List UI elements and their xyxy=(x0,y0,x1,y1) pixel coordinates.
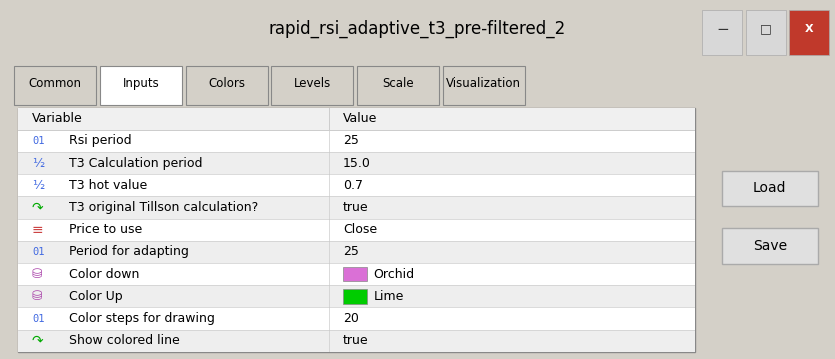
Text: Visualization: Visualization xyxy=(446,77,521,90)
Text: ⛁: ⛁ xyxy=(32,268,43,281)
Bar xyxy=(18,174,695,196)
Text: 20: 20 xyxy=(343,312,359,325)
Bar xyxy=(18,196,695,219)
Text: T3 hot value: T3 hot value xyxy=(69,179,147,192)
Text: 0.7: 0.7 xyxy=(343,179,363,192)
FancyBboxPatch shape xyxy=(746,10,786,55)
Text: T3 Calculation period: T3 Calculation period xyxy=(69,157,203,170)
Text: 01: 01 xyxy=(32,136,44,146)
Bar xyxy=(18,330,695,352)
Text: 25: 25 xyxy=(343,246,359,258)
FancyBboxPatch shape xyxy=(721,228,818,264)
Text: Common: Common xyxy=(29,77,82,90)
Text: ½: ½ xyxy=(32,179,44,192)
Text: Rsi period: Rsi period xyxy=(69,135,132,148)
Text: □: □ xyxy=(760,23,772,36)
FancyBboxPatch shape xyxy=(443,66,524,106)
Bar xyxy=(18,108,695,130)
Text: ≡: ≡ xyxy=(32,223,43,237)
Text: 01: 01 xyxy=(32,247,44,257)
Bar xyxy=(18,130,695,152)
Text: Load: Load xyxy=(753,182,787,195)
Text: ↷: ↷ xyxy=(32,201,43,215)
Text: Value: Value xyxy=(343,112,377,125)
Bar xyxy=(18,219,695,241)
FancyBboxPatch shape xyxy=(721,171,818,206)
Bar xyxy=(18,263,695,285)
Text: ½: ½ xyxy=(32,157,44,170)
Text: Close: Close xyxy=(343,223,377,236)
Text: Colors: Colors xyxy=(208,77,245,90)
Text: true: true xyxy=(343,334,368,347)
Text: 25: 25 xyxy=(343,135,359,148)
Text: Save: Save xyxy=(753,239,787,253)
Text: −: − xyxy=(716,22,729,37)
Bar xyxy=(18,152,695,174)
Text: Color Up: Color Up xyxy=(69,290,123,303)
Text: ↷: ↷ xyxy=(32,334,43,348)
Text: T3 original Tillson calculation?: T3 original Tillson calculation? xyxy=(69,201,258,214)
Text: Color steps for drawing: Color steps for drawing xyxy=(69,312,215,325)
Text: Color down: Color down xyxy=(69,268,139,281)
FancyBboxPatch shape xyxy=(185,66,268,106)
Text: Orchid: Orchid xyxy=(373,268,415,281)
Bar xyxy=(343,289,367,304)
FancyBboxPatch shape xyxy=(14,66,96,106)
FancyBboxPatch shape xyxy=(702,10,742,55)
Text: X: X xyxy=(805,24,813,34)
Bar xyxy=(18,307,695,330)
Bar xyxy=(18,285,695,307)
Text: 15.0: 15.0 xyxy=(343,157,371,170)
FancyBboxPatch shape xyxy=(100,66,182,106)
Bar xyxy=(343,267,367,281)
Text: Scale: Scale xyxy=(382,77,414,90)
Text: Inputs: Inputs xyxy=(123,77,159,90)
Text: 01: 01 xyxy=(32,313,44,323)
Text: Lime: Lime xyxy=(373,290,404,303)
Text: true: true xyxy=(343,201,368,214)
Text: ⛁: ⛁ xyxy=(32,290,43,303)
Text: Levels: Levels xyxy=(294,77,331,90)
Text: Show colored line: Show colored line xyxy=(69,334,180,347)
FancyBboxPatch shape xyxy=(357,66,439,106)
Bar xyxy=(18,241,695,263)
FancyBboxPatch shape xyxy=(789,10,829,55)
Text: rapid_rsi_adaptive_t3_pre-filtered_2: rapid_rsi_adaptive_t3_pre-filtered_2 xyxy=(269,20,566,38)
Text: Variable: Variable xyxy=(32,112,83,125)
FancyBboxPatch shape xyxy=(271,66,353,106)
Text: Period for adapting: Period for adapting xyxy=(69,246,189,258)
Text: Price to use: Price to use xyxy=(69,223,142,236)
